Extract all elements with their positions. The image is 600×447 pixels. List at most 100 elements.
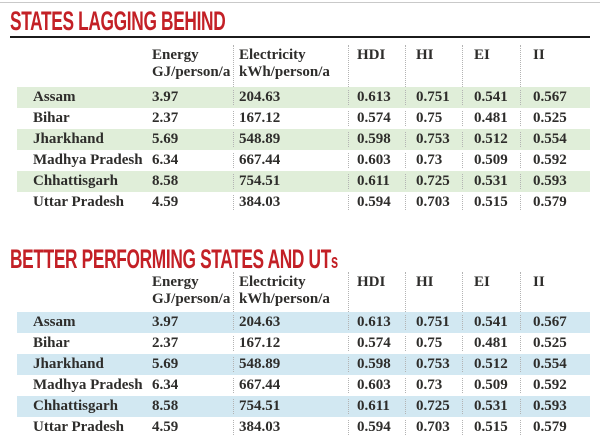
electricity-value-cell: 667.44 <box>233 378 348 393</box>
hi-value-cell: 0.753 <box>405 132 462 147</box>
ei-value-cell: 0.541 <box>462 315 520 330</box>
table-row: Chhattisgarh 8.58 754.51 0.611 0.725 0.531 0.5… <box>17 396 590 417</box>
header-line2: GJ/person/a <box>152 291 231 307</box>
hi-value-cell: 0.751 <box>405 315 462 330</box>
hdi-value-cell: 0.611 <box>348 174 405 189</box>
ii-value-cell: 0.593 <box>520 174 590 189</box>
ii-value-cell: 0.567 <box>520 315 590 330</box>
ei-value-cell: 0.512 <box>462 357 520 372</box>
state-name-cell: Madhya Pradesh <box>33 378 143 393</box>
ii-column-header: II <box>520 272 590 312</box>
state-name-cell: Chhattisgarh <box>33 399 119 414</box>
ei-value-cell: 0.509 <box>462 153 520 168</box>
hdi-value-cell: 0.574 <box>348 111 405 126</box>
ei-value-cell: 0.512 <box>462 132 520 147</box>
ii-value-cell: 0.525 <box>520 111 590 126</box>
state-name-cell: Jharkhand <box>33 132 104 147</box>
table-row: Uttar Pradesh 4.59 384.03 0.594 0.703 0.515 0.… <box>17 192 590 213</box>
hi-value-cell: 0.703 <box>405 420 462 435</box>
table-row: Madhya Pradesh 6.34 667.44 0.603 0.73 0.509 0.… <box>17 375 590 396</box>
header-line2: kWh/person/a <box>239 64 330 80</box>
table-header-row: Energy GJ/person/a Electricity kWh/perso… <box>17 272 590 312</box>
table-row: Uttar Pradesh 4.59 384.03 0.594 0.703 0.515 0.… <box>17 417 590 438</box>
state-name-cell: Assam <box>33 90 76 105</box>
ei-value-cell: 0.481 <box>462 111 520 126</box>
electricity-column-header: Electricity kWh/person/a <box>233 45 348 87</box>
hi-column-header: HI <box>405 272 462 312</box>
ii-column-header: II <box>520 45 590 87</box>
ii-value-cell: 0.525 <box>520 336 590 351</box>
energy-value-cell: 4.59 <box>152 195 179 210</box>
ii-value-cell: 0.579 <box>520 195 590 210</box>
electricity-value-cell: 548.89 <box>233 132 348 147</box>
hdi-value-cell: 0.603 <box>348 153 405 168</box>
title-text: STATES LAGGING BEHIND <box>10 6 226 36</box>
table-row: Bihar 2.37 167.12 0.574 0.75 0.481 0.525 <box>17 108 590 129</box>
hi-value-cell: 0.75 <box>405 111 462 126</box>
ei-value-cell: 0.515 <box>462 420 520 435</box>
section-title-states-lagging: STATES LAGGING BEHIND <box>10 6 226 36</box>
ii-value-cell: 0.567 <box>520 90 590 105</box>
state-name-cell: Jharkhand <box>33 357 104 372</box>
ei-value-cell: 0.509 <box>462 378 520 393</box>
hi-value-cell: 0.703 <box>405 195 462 210</box>
hi-value-cell: 0.73 <box>405 153 462 168</box>
ei-value-cell: 0.481 <box>462 336 520 351</box>
ii-value-cell: 0.554 <box>520 132 590 147</box>
ii-value-cell: 0.554 <box>520 357 590 372</box>
energy-value-cell: 3.97 <box>152 90 179 105</box>
state-column-header <box>17 272 152 312</box>
state-name-cell: Uttar Pradesh <box>33 420 124 435</box>
hdi-value-cell: 0.613 <box>348 90 405 105</box>
table-better-performing: Energy GJ/person/a Electricity kWh/perso… <box>17 272 590 438</box>
table-header-row: Energy GJ/person/a Electricity kWh/perso… <box>17 45 590 87</box>
energy-value-cell: 8.58 <box>152 174 179 189</box>
hdi-value-cell: 0.598 <box>348 132 405 147</box>
ei-value-cell: 0.531 <box>462 174 520 189</box>
energy-value-cell: 6.34 <box>152 153 179 168</box>
ei-value-cell: 0.531 <box>462 399 520 414</box>
header-line1: Electricity <box>239 47 306 63</box>
hdi-value-cell: 0.574 <box>348 336 405 351</box>
ii-value-cell: 0.579 <box>520 420 590 435</box>
hdi-value-cell: 0.598 <box>348 357 405 372</box>
table-row: Chhattisgarh 8.58 754.51 0.611 0.725 0.531 0.5… <box>17 171 590 192</box>
title-small-suffix: s <box>330 251 338 273</box>
header-line2: GJ/person/a <box>152 64 231 80</box>
hdi-column-header: HDI <box>348 45 405 87</box>
electricity-value-cell: 667.44 <box>233 153 348 168</box>
state-name-cell: Bihar <box>33 111 70 126</box>
energy-value-cell: 2.37 <box>152 336 179 351</box>
hi-value-cell: 0.75 <box>405 336 462 351</box>
energy-value-cell: 6.34 <box>152 378 179 393</box>
table-states-lagging: Energy GJ/person/a Electricity kWh/perso… <box>17 45 590 213</box>
header-line1: Energy <box>152 274 199 290</box>
state-name-cell: Bihar <box>33 336 70 351</box>
ii-value-cell: 0.592 <box>520 153 590 168</box>
hi-value-cell: 0.725 <box>405 399 462 414</box>
hi-value-cell: 0.751 <box>405 90 462 105</box>
electricity-value-cell: 204.63 <box>233 315 348 330</box>
header-line2: kWh/person/a <box>239 291 330 307</box>
energy-value-cell: 8.58 <box>152 399 179 414</box>
section-title-better-performing: BETTER PERFORMING STATES AND UTs <box>10 246 338 273</box>
electricity-value-cell: 754.51 <box>233 399 348 414</box>
title-underline-rule <box>10 36 590 38</box>
energy-value-cell: 3.97 <box>152 315 179 330</box>
hi-column-header: HI <box>405 45 462 87</box>
electricity-value-cell: 548.89 <box>233 357 348 372</box>
top-divider-line <box>0 2 600 3</box>
table-row: Assam 3.97 204.63 0.613 0.751 0.541 0.567 <box>17 312 590 333</box>
electricity-value-cell: 384.03 <box>233 195 348 210</box>
state-name-cell: Madhya Pradesh <box>33 153 143 168</box>
table-body: Assam 3.97 204.63 0.613 0.751 0.541 0.567 Bihar… <box>17 312 590 438</box>
table-row: Madhya Pradesh 6.34 667.44 0.603 0.73 0.509 0.… <box>17 150 590 171</box>
hi-value-cell: 0.753 <box>405 357 462 372</box>
hdi-value-cell: 0.594 <box>348 420 405 435</box>
electricity-value-cell: 384.03 <box>233 420 348 435</box>
state-name-cell: Assam <box>33 315 76 330</box>
hi-value-cell: 0.73 <box>405 378 462 393</box>
ei-column-header: EI <box>462 45 520 87</box>
electricity-value-cell: 167.12 <box>233 111 348 126</box>
